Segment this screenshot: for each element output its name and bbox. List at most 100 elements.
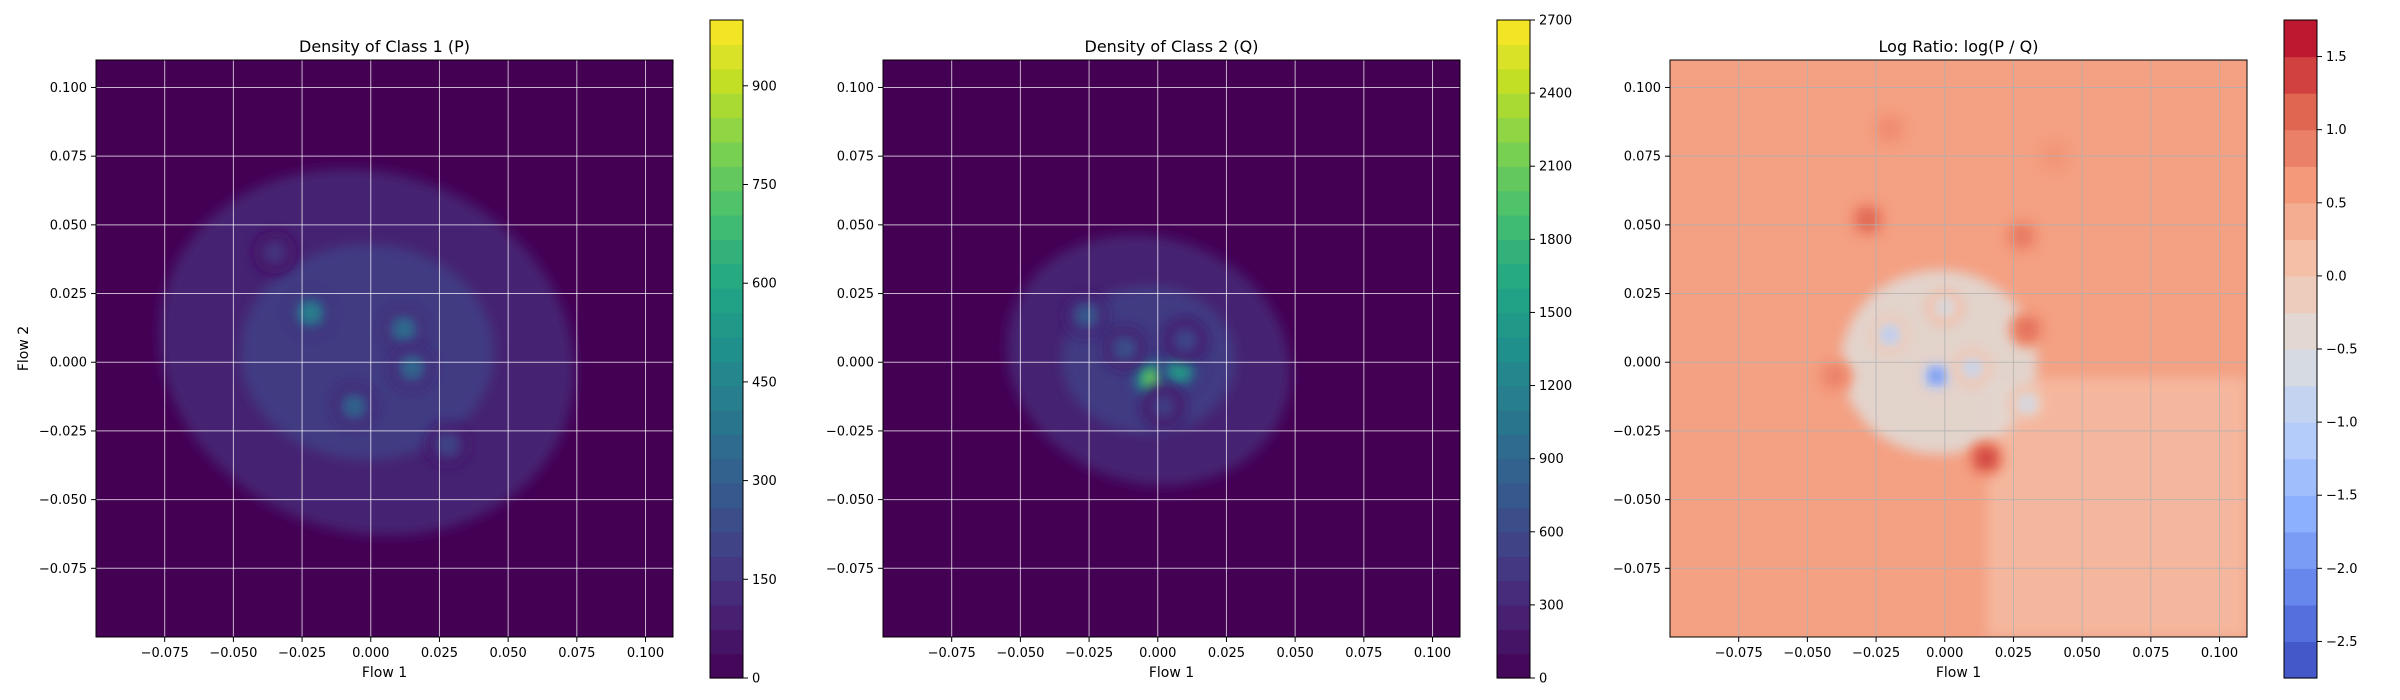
- y-tick-label: 0.075: [50, 150, 87, 165]
- colorbar-tick-label: 0: [1539, 672, 1547, 687]
- x-axis-label: Flow 1: [1936, 665, 1981, 681]
- x-tick-label: −0.075: [928, 646, 976, 661]
- chart-panel-3: −0.075 −0.050 −0.025 0.000 0.025 0.050 0.075 0.…: [1613, 19, 2358, 681]
- colorbar: 0 300 600 900 1200 1500 1800 2100 2400 2700: [1496, 14, 1572, 687]
- y-tick-label: −0.075: [1613, 562, 1661, 577]
- axes-frame: [95, 59, 674, 638]
- chart-title: Density of Class 2 (Q): [1085, 37, 1259, 56]
- colorbar-tick-label: −1.0: [2326, 416, 2358, 431]
- y-tick-label: 0.050: [50, 218, 87, 233]
- colorbar-tick-label: 300: [1539, 598, 1564, 613]
- x-tick-label: −0.050: [209, 646, 257, 661]
- y-tick-label: 0.050: [837, 218, 874, 233]
- colorbar-tick-label: 0.5: [2326, 196, 2347, 211]
- colorbar-tick-label: 900: [752, 79, 777, 94]
- x-tick-label: 0.000: [352, 646, 389, 661]
- colorbar: 0 150 300 450 600 750 900: [709, 19, 777, 687]
- axes-frame: [1669, 59, 2248, 638]
- y-tick-label: −0.025: [826, 424, 874, 439]
- colorbar-tick-label: 600: [752, 277, 777, 292]
- colorbar-tick-label: 450: [752, 375, 777, 390]
- hotspot-10: [1816, 358, 1853, 394]
- chart-title: Log Ratio: log(P / Q): [1879, 37, 2039, 56]
- x-tick-label: −0.025: [278, 646, 326, 661]
- colorbar-tick-label: 1200: [1539, 379, 1572, 394]
- colorbar-tick-label: 1.5: [2326, 50, 2347, 65]
- x-axis-label: Flow 1: [362, 665, 407, 681]
- colorbar-tick-label: 750: [752, 178, 777, 193]
- hotspot-9: [2003, 217, 2040, 254]
- hotspot-7: [1849, 201, 1886, 238]
- x-tick-label: 0.025: [421, 646, 458, 661]
- colorbar-tick-label: 2400: [1539, 87, 1572, 102]
- y-tick-label: −0.050: [1613, 493, 1661, 508]
- x-tick-label: −0.075: [1715, 646, 1763, 661]
- y-tick-label: 0.075: [1624, 150, 1661, 165]
- colorbar-tick-label: −2.5: [2326, 635, 2358, 650]
- x-axis-label: Flow 1: [1149, 665, 1194, 681]
- chart-panel-2: −0.075 −0.050 −0.025 0.000 0.025 0.050 0.075 0.…: [826, 14, 1572, 687]
- y-tick-label: 0.075: [837, 150, 874, 165]
- y-tick-label: 0.100: [837, 81, 874, 96]
- y-tick-label: −0.050: [39, 493, 87, 508]
- y-axis-label: Flow 2: [16, 326, 32, 371]
- colorbar-tick-label: 1500: [1539, 306, 1572, 321]
- y-tick-label: 0.100: [50, 81, 87, 96]
- colorbar-tick-label: 1800: [1539, 233, 1572, 248]
- x-tick-label: −0.025: [1852, 646, 1900, 661]
- hotspot-4: [333, 385, 376, 428]
- axes-frame: [882, 59, 1461, 638]
- hotspot-1: [1918, 358, 1955, 394]
- grid: [1670, 60, 2247, 637]
- hotspot-4: [1103, 327, 1146, 370]
- colorbar-tick-label: 0.0: [2326, 269, 2347, 284]
- x-tick-label: 0.075: [1345, 646, 1382, 661]
- x-tick-label: 0.000: [1139, 646, 1176, 661]
- x-tick-label: 0.050: [490, 646, 527, 661]
- y-tick-label: −0.050: [826, 493, 874, 508]
- hotspot-4: [2009, 385, 2046, 422]
- colorbar-tick-label: 600: [1539, 525, 1564, 540]
- x-tick-label: 0.025: [1995, 646, 2032, 661]
- colorbar-tick-label: −1.5: [2326, 489, 2358, 504]
- x-tick-label: 0.075: [558, 646, 595, 661]
- density-layer: [1816, 110, 2247, 637]
- x-tick-label: 0.100: [627, 646, 664, 661]
- hotspot-1: [289, 291, 332, 334]
- grid: [883, 60, 1460, 637]
- hotspot-6: [253, 231, 296, 274]
- x-tick-label: 0.025: [1208, 646, 1245, 661]
- x-tick-label: 0.050: [1277, 646, 1314, 661]
- chart-panel-1: −0.075 −0.050 −0.025 0.000 0.025 0.050 0.075 0.…: [16, 19, 777, 687]
- hotspot-6: [1142, 385, 1185, 428]
- colorbar-tick-label: 2100: [1539, 160, 1572, 175]
- y-tick-label: −0.075: [826, 562, 874, 577]
- x-tick-label: 0.050: [2064, 646, 2101, 661]
- colorbar: −2.5 −2.0 −1.5 −1.0 −0.5 0.0 0.5 1.0 1.5: [2283, 19, 2358, 679]
- y-tick-label: 0.000: [50, 356, 87, 371]
- hotspot-6: [1968, 440, 2004, 477]
- hotspot-5: [1164, 319, 1207, 362]
- y-tick-label: 0.000: [837, 356, 874, 371]
- x-tick-label: 0.000: [1926, 646, 1963, 661]
- x-tick-label: 0.100: [1414, 646, 1451, 661]
- hotspot-3: [1065, 294, 1108, 337]
- hotspot-3: [1954, 349, 1991, 386]
- chart-title: Density of Class 1 (P): [299, 37, 470, 56]
- x-tick-label: −0.050: [996, 646, 1044, 661]
- y-tick-label: −0.025: [39, 424, 87, 439]
- x-tick-label: −0.075: [141, 646, 189, 661]
- hotspot-2: [1871, 316, 1908, 353]
- y-tick-label: 0.100: [1624, 81, 1661, 96]
- hotspot-8: [2009, 311, 2046, 348]
- hotspot-11: [1871, 110, 1908, 147]
- y-tick-label: −0.025: [1613, 424, 1661, 439]
- colorbar-tick-label: −0.5: [2326, 343, 2358, 358]
- hotspot-5: [426, 423, 469, 466]
- x-tick-label: −0.050: [1783, 646, 1831, 661]
- y-tick-label: 0.000: [1624, 356, 1661, 371]
- colorbar-tick-label: 900: [1539, 452, 1564, 467]
- hotspot-3: [390, 346, 434, 389]
- density-layer: [159, 169, 575, 536]
